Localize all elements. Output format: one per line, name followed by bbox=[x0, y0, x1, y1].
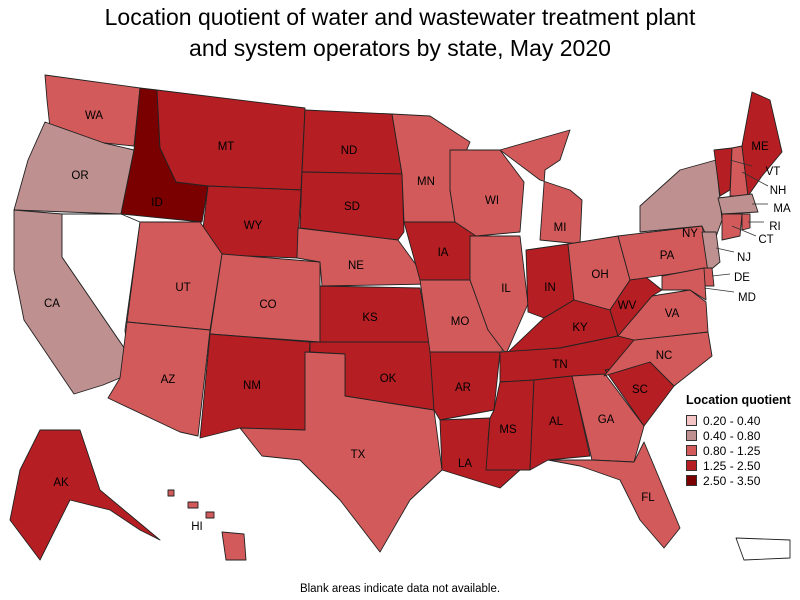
state-label-wa: WA bbox=[85, 110, 103, 122]
legend-label: 0.80 - 1.25 bbox=[703, 443, 761, 458]
state-label-hi: HI bbox=[191, 521, 203, 533]
state-label-ia: IA bbox=[438, 247, 449, 259]
state-label-ri: RI bbox=[769, 221, 781, 233]
state-label-tn: TN bbox=[552, 359, 567, 371]
state-ar[interactable] bbox=[429, 351, 501, 421]
state-ct[interactable] bbox=[721, 213, 743, 241]
state-label-az: AZ bbox=[161, 374, 176, 386]
state-label-al: AL bbox=[549, 416, 564, 428]
state-label-ar: AR bbox=[455, 382, 471, 394]
state-ma[interactable] bbox=[717, 193, 759, 215]
state-label-me: ME bbox=[751, 141, 769, 153]
state-label-sd: SD bbox=[344, 201, 360, 213]
state-label-ms: MS bbox=[499, 424, 517, 436]
legend-label: 1.25 - 2.50 bbox=[703, 458, 761, 473]
state-label-md: MD bbox=[738, 292, 756, 304]
state-ny[interactable] bbox=[639, 159, 723, 249]
state-label-il: IL bbox=[501, 283, 511, 295]
state-label-co: CO bbox=[259, 299, 276, 311]
state-ga[interactable] bbox=[571, 373, 645, 463]
state-labels: WA OR CA ID MT WY UT AZ CO NM ND SD NE KS OK TX MN IA MO AR… bbox=[44, 110, 791, 533]
state-label-ok: OK bbox=[380, 373, 397, 385]
state-nd[interactable] bbox=[301, 109, 403, 175]
legend-item: 2.50 - 3.50 bbox=[686, 473, 798, 488]
map-title-line-1: Location quotient of water and wastewate… bbox=[104, 4, 696, 30]
state-label-ca: CA bbox=[44, 298, 60, 310]
state-label-nc: NC bbox=[656, 350, 673, 362]
state-sd[interactable] bbox=[299, 171, 405, 241]
state-pr[interactable] bbox=[735, 537, 791, 561]
state-label-mt: MT bbox=[218, 141, 235, 153]
footnote: Blank areas indicate data not available. bbox=[299, 583, 501, 595]
state-de[interactable] bbox=[703, 267, 715, 287]
state-wi[interactable] bbox=[449, 149, 525, 237]
state-label-wy: WY bbox=[244, 220, 263, 232]
legend-swatch bbox=[686, 460, 697, 471]
state-mt[interactable] bbox=[156, 89, 306, 191]
map-title: Location quotient of water and wastewate… bbox=[0, 2, 800, 64]
state-label-ne: NE bbox=[348, 260, 364, 272]
legend-swatch bbox=[686, 445, 697, 456]
state-label-or: OR bbox=[71, 170, 88, 182]
state-al[interactable] bbox=[529, 375, 591, 471]
state-label-oh: OH bbox=[591, 269, 608, 281]
state-ut[interactable] bbox=[126, 221, 223, 331]
state-fl[interactable] bbox=[547, 441, 681, 549]
state-label-ks: KS bbox=[362, 312, 378, 324]
legend-label: 2.50 - 3.50 bbox=[703, 473, 761, 488]
state-label-la: LA bbox=[458, 458, 472, 470]
map-title-line-2: and system operators by state, May 2020 bbox=[189, 35, 611, 61]
state-md[interactable] bbox=[661, 267, 707, 301]
state-co[interactable] bbox=[209, 253, 321, 343]
state-tx[interactable] bbox=[239, 351, 443, 553]
legend: Location quotient 0.20 - 0.40 0.40 - 0.8… bbox=[686, 393, 798, 488]
state-label-ak: AK bbox=[53, 477, 69, 489]
state-label-in: IN bbox=[544, 282, 556, 294]
state-label-tx: TX bbox=[351, 449, 366, 461]
state-label-nm: NM bbox=[243, 380, 261, 392]
legend-swatch bbox=[686, 430, 697, 441]
state-label-sc: SC bbox=[632, 384, 648, 396]
legend-item: 0.80 - 1.25 bbox=[686, 443, 798, 458]
state-az[interactable] bbox=[107, 321, 211, 437]
legend-swatch bbox=[686, 475, 697, 486]
state-label-vt: VT bbox=[766, 166, 781, 178]
state-mi[interactable] bbox=[499, 129, 583, 245]
state-label-ct: CT bbox=[758, 234, 773, 246]
legend-label: 0.40 - 0.80 bbox=[703, 428, 761, 443]
legend-item: 1.25 - 2.50 bbox=[686, 458, 798, 473]
legend-label: 0.20 - 0.40 bbox=[703, 413, 761, 428]
state-label-va: VA bbox=[665, 308, 680, 320]
state-label-de: DE bbox=[734, 272, 750, 284]
state-label-wi: WI bbox=[485, 195, 499, 207]
state-label-mn: MN bbox=[417, 176, 435, 188]
legend-swatch bbox=[686, 415, 697, 426]
state-label-wv: WV bbox=[618, 300, 637, 312]
state-label-ut: UT bbox=[175, 282, 190, 294]
state-label-fl: FL bbox=[641, 492, 655, 504]
state-label-nh: NH bbox=[770, 185, 787, 197]
state-label-mi: MI bbox=[554, 222, 567, 234]
state-label-mo: MO bbox=[451, 316, 470, 328]
state-label-ny: NY bbox=[682, 228, 698, 240]
state-label-ky: KY bbox=[572, 322, 588, 334]
state-ri[interactable] bbox=[741, 213, 751, 231]
legend-title: Location quotient bbox=[686, 393, 791, 407]
state-label-pa: PA bbox=[660, 250, 675, 262]
state-label-ma: MA bbox=[773, 203, 791, 215]
state-nj[interactable] bbox=[701, 231, 721, 273]
leader-lines bbox=[703, 159, 769, 293]
state-ak[interactable] bbox=[9, 429, 161, 561]
state-label-ga: GA bbox=[598, 414, 615, 426]
state-label-nd: ND bbox=[341, 145, 358, 157]
state-label-nj: NJ bbox=[737, 252, 751, 264]
state-hi[interactable] bbox=[167, 489, 247, 561]
state-label-id: ID bbox=[151, 197, 163, 209]
legend-item: 0.20 - 0.40 bbox=[686, 413, 798, 428]
legend-item: 0.40 - 0.80 bbox=[686, 428, 798, 443]
